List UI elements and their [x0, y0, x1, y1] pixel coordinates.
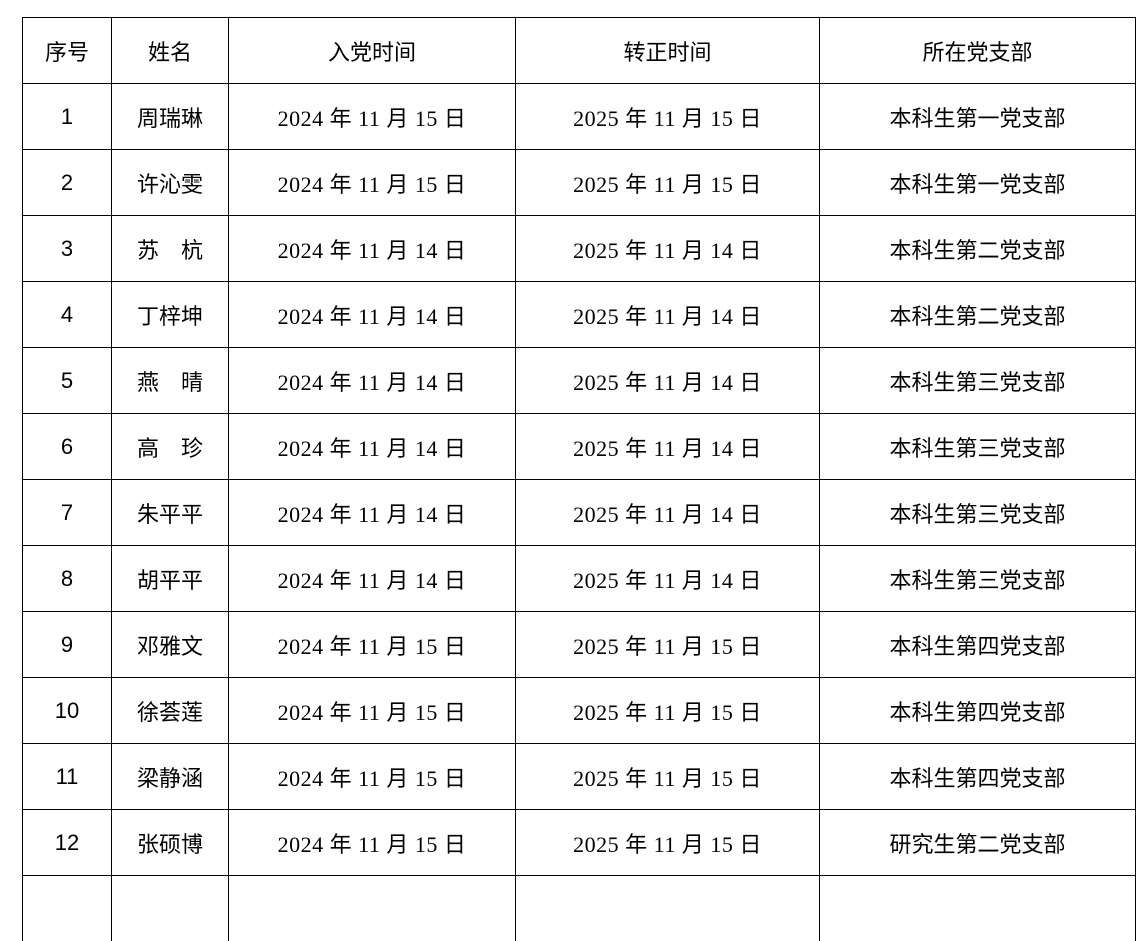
cell-confirm-date: 2025 年 11 月 14 日: [516, 216, 820, 282]
cell-seq-number: 3: [23, 216, 112, 282]
cell-confirm-date: 2025 年 11 月 15 日: [516, 150, 820, 216]
cell-party-branch: 本科生第三党支部: [820, 348, 1136, 414]
cell-party-branch: 研究生第二党支部: [820, 810, 1136, 876]
cell-seq-number: 7: [23, 480, 112, 546]
cell-join-date: 2024 年 11 月 14 日: [229, 348, 516, 414]
header-seq-number: 序号: [23, 18, 112, 84]
header-join-date: 入党时间: [229, 18, 516, 84]
cell-confirm-date: 2025 年 11 月 14 日: [516, 348, 820, 414]
cell-seq-number: 9: [23, 612, 112, 678]
cell-name: 苏 杭: [112, 216, 229, 282]
cell-join-date: 2024 年 11 月 14 日: [229, 414, 516, 480]
cell-join-date: 2024 年 11 月 14 日: [229, 216, 516, 282]
cell-seq-number: 6: [23, 414, 112, 480]
cell-party-branch: 本科生第四党支部: [820, 678, 1136, 744]
cell-join-date: 2024 年 11 月 15 日: [229, 612, 516, 678]
cell-name: 许沁雯: [112, 150, 229, 216]
cell-name: 丁梓坤: [112, 282, 229, 348]
cell-join-date: 2024 年 11 月 15 日: [229, 150, 516, 216]
cell-party-branch: 本科生第二党支部: [820, 216, 1136, 282]
cell-name: 梁静涵: [112, 744, 229, 810]
cell-seq-number: 12: [23, 810, 112, 876]
cell-party-branch: 本科生第三党支部: [820, 480, 1136, 546]
cell-confirm-date: 2025 年 11 月 14 日: [516, 282, 820, 348]
partial-empty-row: [23, 876, 1136, 941]
cell-confirm-date: 2025 年 11 月 15 日: [516, 84, 820, 150]
cell-name: 徐荟莲: [112, 678, 229, 744]
cell-party-branch: 本科生第二党支部: [820, 282, 1136, 348]
cell-name: 朱平平: [112, 480, 229, 546]
cell-seq-number: 4: [23, 282, 112, 348]
cell-name: 胡平平: [112, 546, 229, 612]
cell-join-date: 2024 年 11 月 15 日: [229, 84, 516, 150]
empty-cell: [112, 876, 229, 941]
cell-confirm-date: 2025 年 11 月 14 日: [516, 480, 820, 546]
cell-join-date: 2024 年 11 月 15 日: [229, 810, 516, 876]
header-party-branch: 所在党支部: [820, 18, 1136, 84]
cell-join-date: 2024 年 11 月 15 日: [229, 678, 516, 744]
cell-confirm-date: 2025 年 11 月 15 日: [516, 678, 820, 744]
empty-cell: [229, 876, 516, 941]
cell-seq-number: 1: [23, 84, 112, 150]
cell-party-branch: 本科生第四党支部: [820, 744, 1136, 810]
cell-party-branch: 本科生第四党支部: [820, 612, 1136, 678]
cell-join-date: 2024 年 11 月 14 日: [229, 480, 516, 546]
cell-seq-number: 10: [23, 678, 112, 744]
cell-name: 燕 晴: [112, 348, 229, 414]
cell-party-branch: 本科生第一党支部: [820, 84, 1136, 150]
empty-cell: [516, 876, 820, 941]
cell-seq-number: 8: [23, 546, 112, 612]
cell-party-branch: 本科生第三党支部: [820, 414, 1136, 480]
cell-party-branch: 本科生第三党支部: [820, 546, 1136, 612]
cell-join-date: 2024 年 11 月 15 日: [229, 744, 516, 810]
cell-join-date: 2024 年 11 月 14 日: [229, 546, 516, 612]
header-confirm-date: 转正时间: [516, 18, 820, 84]
cell-join-date: 2024 年 11 月 14 日: [229, 282, 516, 348]
cell-confirm-date: 2025 年 11 月 15 日: [516, 612, 820, 678]
cell-seq-number: 2: [23, 150, 112, 216]
cell-name: 张硕博: [112, 810, 229, 876]
cell-confirm-date: 2025 年 11 月 14 日: [516, 546, 820, 612]
cell-party-branch: 本科生第一党支部: [820, 150, 1136, 216]
cell-name: 周瑞琳: [112, 84, 229, 150]
header-row: 序号 姓名 入党时间 转正时间 所在党支部: [23, 18, 1136, 84]
cell-name: 高 珍: [112, 414, 229, 480]
header-name: 姓名: [112, 18, 229, 84]
cell-confirm-date: 2025 年 11 月 15 日: [516, 744, 820, 810]
cell-seq-number: 5: [23, 348, 112, 414]
cell-name: 邓雅文: [112, 612, 229, 678]
empty-cell: [23, 876, 112, 941]
empty-cell: [820, 876, 1136, 941]
cell-confirm-date: 2025 年 11 月 14 日: [516, 414, 820, 480]
cell-confirm-date: 2025 年 11 月 15 日: [516, 810, 820, 876]
cell-seq-number: 11: [23, 744, 112, 810]
